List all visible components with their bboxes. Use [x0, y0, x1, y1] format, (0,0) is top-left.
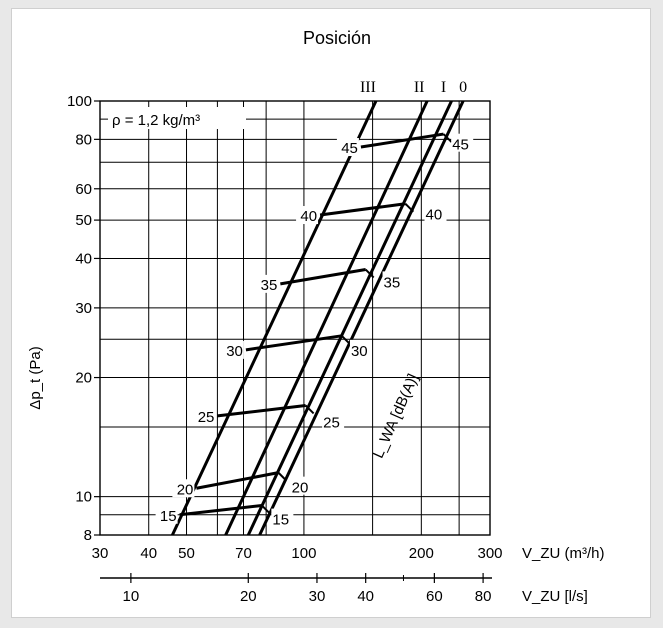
y-axis-label-text: Δp_t (Pa)	[27, 346, 44, 409]
position-curve-I	[246, 100, 453, 536]
noise-label-right-15: 15	[272, 512, 289, 529]
position-curve-0	[258, 100, 465, 536]
position-label-I: I	[441, 79, 446, 96]
y-tick-label: 40	[75, 250, 92, 267]
noise-hook-25	[304, 404, 315, 415]
y-tick-label: 100	[67, 93, 92, 110]
noise-label-right-35: 35	[384, 274, 401, 291]
noise-label-left-15: 15	[160, 508, 177, 525]
position-curves: III II I 0	[171, 79, 467, 536]
y-axis-label: Δp_t (Pa)	[27, 346, 44, 409]
noise-label-right-25: 25	[323, 414, 340, 431]
density-annotation: ρ = 1,2 kg/m³	[108, 107, 246, 129]
chart-title: Posición	[303, 28, 371, 48]
noise-axis-label: L_WA [dB(A)]	[370, 371, 422, 460]
noise-label-bg-right-35	[382, 271, 405, 290]
plot-border	[99, 100, 491, 536]
noise-line-25	[217, 403, 306, 418]
x-tick-labels: 30 40 50 70 100 200 300	[92, 545, 503, 562]
noise-label-left-30: 30	[226, 343, 243, 360]
position-curve-III	[171, 100, 378, 536]
noise-label-left-40: 40	[300, 208, 317, 225]
x-tick-label: 300	[477, 545, 502, 562]
x-axis-label-bottom: V_ZU [l/s]	[522, 588, 588, 605]
noise-line-30	[245, 334, 342, 352]
noise-label-bg-45	[336, 138, 359, 157]
x-tick-label: 100	[291, 545, 316, 562]
x2-tick-label: 10	[123, 588, 140, 605]
y-tick-label: 8	[84, 527, 92, 544]
noise-hook-35	[364, 268, 375, 279]
noise-line-20	[196, 471, 279, 490]
noise-hook-45	[442, 133, 453, 143]
noise-hook-20	[277, 471, 288, 482]
x2-tick-label: 40	[357, 588, 374, 605]
x-tick-label: 40	[140, 545, 157, 562]
noise-hook-40	[404, 203, 415, 213]
y-tick-label: 50	[75, 212, 92, 229]
noise-label-bg-30	[221, 340, 244, 359]
position-curve-II	[224, 100, 429, 536]
x2-tick-labels: 10 20 30 40 60 80	[123, 588, 492, 605]
noise-label-bg-right-20	[290, 476, 313, 495]
noise-label-right-30: 30	[351, 343, 368, 360]
x2-tick-label: 60	[426, 588, 443, 605]
density-label: ρ = 1,2 kg/m³	[112, 112, 200, 129]
axes	[94, 100, 492, 583]
position-label-III: III	[360, 79, 376, 96]
y-tick-label: 30	[75, 300, 92, 317]
noise-hook-15	[261, 504, 271, 515]
x-tick-label: 70	[235, 545, 252, 562]
noise-label-left-35: 35	[261, 277, 278, 294]
noise-label-bg-20	[172, 479, 195, 498]
noise-hook-30	[341, 335, 351, 345]
x-tick-label: 200	[409, 545, 434, 562]
y-tick-label: 20	[75, 370, 92, 387]
noise-label-bg-right-25	[322, 411, 345, 430]
noise-line-40	[319, 202, 406, 217]
noise-label-bg-right-30	[349, 339, 372, 358]
x-axis-label-top: V_ZU (m³/h)	[522, 545, 605, 562]
noise-label-bg-35	[256, 274, 279, 293]
y-tick-label: 60	[75, 181, 92, 198]
noise-label-bg-25	[193, 406, 216, 425]
noise-line-15	[179, 503, 263, 517]
noise-label-left-20: 20	[177, 481, 194, 498]
noise-label-left-45: 45	[341, 140, 358, 157]
x2-tick-label: 20	[240, 588, 257, 605]
noise-label-bg-15	[155, 505, 178, 524]
y-tick-label: 10	[75, 489, 92, 506]
noise-label-bg-right-45	[451, 133, 474, 152]
noise-label-bg-right-15	[271, 508, 294, 527]
noise-label-bg-right-40	[424, 203, 447, 222]
noise-label-right-20: 20	[292, 480, 309, 497]
x2-tick-label: 30	[309, 588, 326, 605]
noise-label-right-45: 45	[452, 137, 469, 154]
y-tick-label: 80	[75, 131, 92, 148]
noise-label-left-25: 25	[198, 409, 215, 426]
position-label-0: 0	[459, 79, 467, 96]
noise-line-45	[360, 132, 444, 149]
position-label-II: II	[414, 79, 425, 96]
noise-label-right-40: 40	[426, 206, 443, 223]
x-tick-label: 30	[92, 545, 109, 562]
x-tick-label: 50	[178, 545, 195, 562]
noise-line-35	[280, 268, 366, 286]
noise-label-bg-40	[296, 206, 319, 225]
x2-tick-label: 80	[475, 588, 492, 605]
y-tick-labels: 8 10 20 30 40 50 60 80 100	[67, 93, 92, 544]
